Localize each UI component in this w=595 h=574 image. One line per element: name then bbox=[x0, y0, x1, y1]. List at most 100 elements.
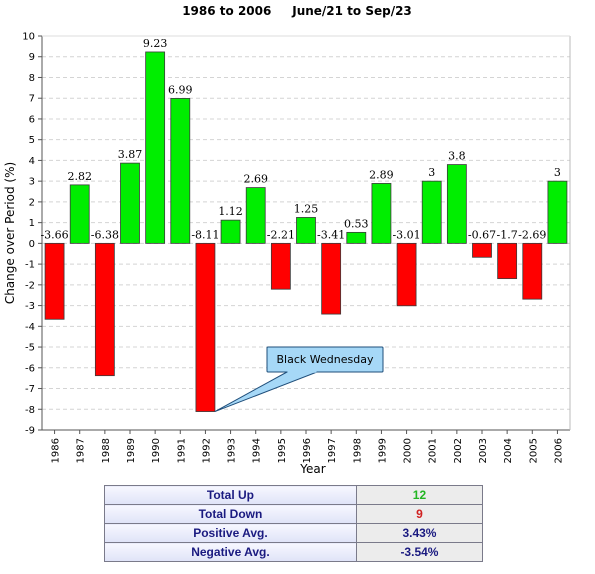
bar bbox=[120, 162, 140, 244]
x-tick-label: 2005 bbox=[528, 438, 539, 463]
summary-row: Total Up 12 bbox=[104, 485, 484, 505]
y-tick-label: 8 bbox=[29, 73, 35, 84]
data-label: 1.12 bbox=[218, 205, 243, 218]
summary-value: 3.43% bbox=[355, 523, 484, 543]
bar bbox=[472, 242, 492, 258]
bar bbox=[371, 183, 392, 244]
x-tick-label: 1995 bbox=[277, 438, 288, 463]
data-label: 1.25 bbox=[294, 202, 319, 215]
bar bbox=[296, 217, 316, 244]
x-tick-label: 1990 bbox=[151, 438, 162, 463]
summary-label: Total Down bbox=[104, 504, 357, 524]
x-tick-label: 2001 bbox=[428, 438, 439, 463]
y-tick-label: -7 bbox=[25, 384, 35, 395]
y-tick-label: -4 bbox=[25, 322, 35, 333]
data-label: 3.8 bbox=[448, 150, 466, 163]
bar bbox=[396, 242, 417, 307]
summary-label: Total Up bbox=[104, 485, 357, 505]
data-label: 6.99 bbox=[168, 83, 193, 96]
x-tick-label: 1998 bbox=[352, 438, 363, 463]
summary-value: -3.54% bbox=[355, 542, 484, 562]
data-label: -0.67 bbox=[468, 228, 496, 241]
summary-row: Total Down 9 bbox=[104, 504, 484, 524]
bar-chart: 1986 to 2006 June/21 to Sep/23 109876543… bbox=[3, 4, 571, 476]
y-tick-label: -9 bbox=[25, 426, 35, 437]
data-labels: -3.66 2.82 -6.38 3.87 9.23 6.99 -8.11 1.12 2.69 -… bbox=[40, 37, 560, 241]
x-tick-label: 2000 bbox=[403, 438, 414, 463]
data-label: -3.41 bbox=[317, 228, 345, 241]
x-tick-label: 1989 bbox=[126, 438, 137, 463]
y-tick-label: 0 bbox=[29, 239, 35, 250]
data-label: -1.7 bbox=[497, 228, 518, 241]
data-label: 2.69 bbox=[243, 173, 268, 186]
bar bbox=[145, 51, 166, 244]
data-label: -3.01 bbox=[392, 228, 420, 241]
bar bbox=[220, 219, 241, 244]
data-label: -2.21 bbox=[267, 228, 295, 241]
x-tick-label: 1997 bbox=[327, 438, 338, 463]
bar bbox=[321, 242, 342, 315]
bar bbox=[446, 164, 467, 244]
x-tick-label: 2006 bbox=[553, 438, 564, 463]
bar bbox=[94, 242, 115, 377]
x-tick-labels: 1986 1987 1988 1989 1990 1991 1992 1993 1994 1995… bbox=[51, 430, 564, 463]
x-tick-label: 2002 bbox=[453, 438, 464, 463]
data-label: 3 bbox=[428, 166, 435, 179]
x-axis-label: Year bbox=[299, 462, 325, 476]
y-tick-label: 5 bbox=[29, 135, 35, 146]
x-tick-label: 2003 bbox=[478, 438, 489, 463]
y-tick-label: 2 bbox=[29, 197, 35, 208]
chart-title: 1986 to 2006 June/21 to Sep/23 bbox=[182, 4, 412, 18]
x-tick-label: 1992 bbox=[201, 438, 212, 463]
x-tick-label: 1993 bbox=[227, 438, 238, 463]
y-tick-label: -6 bbox=[25, 363, 35, 374]
data-label: 3 bbox=[554, 166, 561, 179]
summary-value: 9 bbox=[355, 504, 484, 524]
y-tick-label: 3 bbox=[29, 177, 35, 188]
summary-table: Total Up 12 Total Down 9 Positive Avg. 3.43% N… bbox=[104, 485, 484, 562]
y-axis-label: Change over Period (%) bbox=[3, 162, 17, 304]
bar bbox=[44, 242, 65, 320]
callout-text: Black Wednesday bbox=[277, 353, 374, 366]
data-label: 2.89 bbox=[369, 168, 394, 181]
data-label: 2.82 bbox=[67, 170, 92, 183]
x-tick-label: 1996 bbox=[302, 438, 313, 463]
x-tick-label: 1991 bbox=[176, 438, 187, 463]
y-tick-label: 10 bbox=[22, 32, 35, 43]
summary-value: 12 bbox=[355, 485, 484, 505]
bar bbox=[346, 231, 367, 244]
bar bbox=[270, 242, 291, 290]
bars bbox=[44, 51, 568, 412]
bar bbox=[69, 184, 90, 244]
summary-row: Positive Avg. 3.43% bbox=[104, 523, 484, 543]
y-tick-label: 7 bbox=[29, 94, 35, 105]
annotation-callout: Black Wednesday bbox=[214, 346, 384, 413]
bar bbox=[421, 180, 442, 244]
bar bbox=[497, 242, 518, 280]
y-tick-label: 1 bbox=[29, 218, 35, 229]
x-tick-label: 1986 bbox=[51, 438, 62, 463]
data-label: 9.23 bbox=[143, 37, 168, 50]
x-tick-label: 1988 bbox=[101, 438, 112, 463]
y-tick-label: 9 bbox=[29, 52, 35, 63]
data-label: -6.38 bbox=[91, 228, 119, 241]
y-tick-label: -1 bbox=[25, 260, 35, 271]
data-label: -8.11 bbox=[191, 228, 219, 241]
summary-row: Negative Avg. -3.54% bbox=[104, 542, 484, 562]
data-label: 0.53 bbox=[344, 217, 369, 230]
bar bbox=[547, 180, 568, 244]
bar bbox=[522, 242, 543, 300]
y-tick-label: -2 bbox=[25, 280, 35, 291]
summary-label: Positive Avg. bbox=[104, 523, 357, 543]
bar bbox=[245, 187, 266, 244]
y-tick-label: -5 bbox=[25, 343, 35, 354]
y-tick-label: -8 bbox=[25, 405, 35, 416]
x-tick-label: 1987 bbox=[76, 438, 87, 463]
x-tick-label: 1999 bbox=[377, 438, 388, 463]
bar bbox=[170, 98, 191, 244]
y-tick-label: 4 bbox=[29, 156, 35, 167]
summary-label: Negative Avg. bbox=[104, 542, 357, 562]
data-label: -3.66 bbox=[40, 228, 68, 241]
data-label: -2.69 bbox=[518, 228, 546, 241]
